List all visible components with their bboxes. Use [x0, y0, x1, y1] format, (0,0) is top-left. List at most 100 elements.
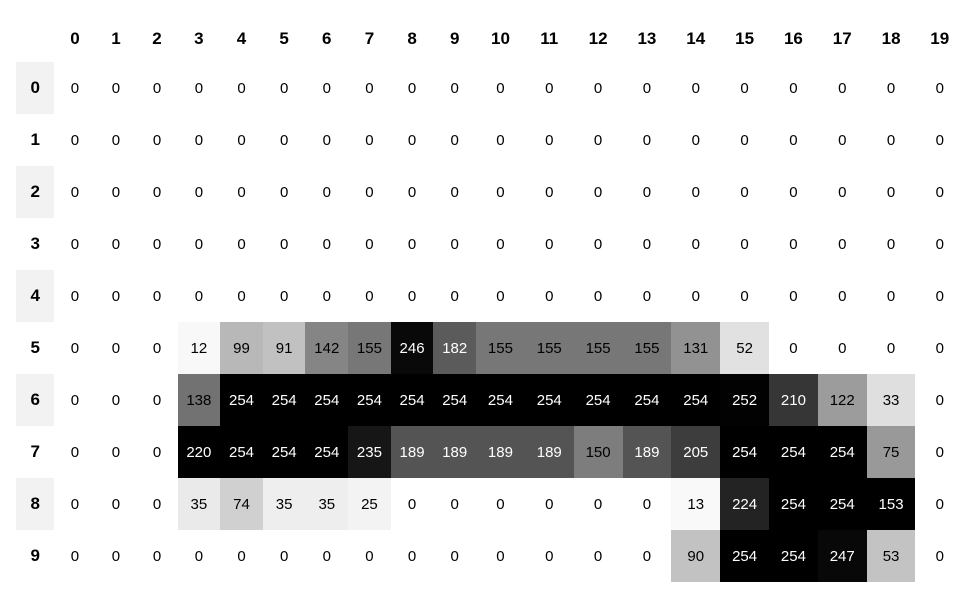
matrix-cell: 0 [95, 166, 137, 218]
matrix-cell: 0 [769, 270, 818, 322]
matrix-cell: 0 [524, 270, 574, 322]
matrix-cell: 254 [817, 426, 867, 478]
matrix-cell: 0 [95, 218, 137, 270]
matrix-cell: 0 [136, 322, 178, 374]
matrix-cell: 254 [720, 426, 769, 478]
matrix-cell: 0 [817, 270, 867, 322]
column-header: 8 [390, 16, 434, 62]
matrix-cell: 0 [671, 166, 721, 218]
matrix-cell: 0 [177, 166, 221, 218]
matrix-cell: 0 [220, 166, 263, 218]
matrix-cell: 0 [136, 270, 178, 322]
matrix-cell: 0 [622, 114, 672, 166]
matrix-cell: 0 [136, 166, 178, 218]
matrix-cell: 0 [95, 322, 137, 374]
matrix-cell: 254 [769, 478, 818, 530]
matrix-cell: 122 [817, 374, 867, 426]
column-header: 18 [866, 16, 916, 62]
row-header: 3 [16, 218, 55, 270]
matrix-cell: 0 [305, 270, 349, 322]
matrix-cell: 0 [390, 530, 434, 582]
column-header: 3 [177, 16, 221, 62]
matrix-cell: 99 [220, 322, 263, 374]
matrix-cell: 0 [262, 270, 306, 322]
matrix-cell: 254 [671, 374, 721, 426]
matrix-cell: 0 [177, 114, 221, 166]
matrix-cell: 0 [433, 114, 477, 166]
matrix-cell: 90 [671, 530, 721, 582]
matrix-cell: 0 [769, 114, 818, 166]
matrix-cell: 0 [720, 166, 769, 218]
matrix-cell: 0 [769, 166, 818, 218]
matrix-cell: 25 [348, 478, 391, 530]
matrix-cell: 0 [915, 530, 964, 582]
matrix-cell: 0 [305, 530, 349, 582]
matrix-cell: 0 [573, 166, 623, 218]
matrix-cell: 155 [622, 322, 672, 374]
row-header: 5 [16, 322, 55, 374]
column-header: 6 [305, 16, 349, 62]
row-header: 4 [16, 270, 55, 322]
matrix-cell: 0 [95, 374, 137, 426]
matrix-cell: 0 [476, 270, 525, 322]
matrix-cell: 0 [866, 322, 916, 374]
matrix-cell: 0 [671, 270, 721, 322]
matrix-cell: 33 [866, 374, 916, 426]
row-header: 0 [16, 62, 55, 114]
matrix-cell: 0 [390, 114, 434, 166]
row-header: 7 [16, 426, 55, 478]
matrix-cell: 0 [136, 426, 178, 478]
row-header: 9 [16, 530, 55, 582]
matrix-cell: 0 [220, 62, 263, 114]
matrix-cell: 150 [573, 426, 623, 478]
column-header: 17 [817, 16, 867, 62]
column-header: 12 [573, 16, 623, 62]
matrix-cell: 0 [915, 426, 964, 478]
matrix-cell: 0 [476, 478, 525, 530]
column-header: 16 [769, 16, 818, 62]
matrix-cell: 254 [220, 426, 263, 478]
matrix-cell: 0 [390, 166, 434, 218]
matrix-cell: 254 [476, 374, 525, 426]
matrix-cell: 254 [573, 374, 623, 426]
matrix-cell: 220 [177, 426, 221, 478]
matrix-cell: 0 [348, 218, 391, 270]
column-header: 13 [622, 16, 672, 62]
matrix-cell: 0 [220, 218, 263, 270]
matrix-cell: 0 [305, 62, 349, 114]
column-header-row: 0 1 2 3 4 5 6 7 8 9 10 11 12 13 14 15 16 17 18 19 [16, 16, 964, 62]
matrix-cell: 0 [817, 114, 867, 166]
matrix-cell: 247 [817, 530, 867, 582]
matrix-cell: 0 [720, 218, 769, 270]
matrix-cell: 0 [622, 218, 672, 270]
matrix-cell: 0 [54, 374, 96, 426]
matrix-cell: 0 [622, 478, 672, 530]
matrix-cell: 155 [348, 322, 391, 374]
matrix-cell: 0 [54, 62, 96, 114]
column-header: 5 [262, 16, 306, 62]
matrix-cell: 0 [817, 218, 867, 270]
matrix-cell: 0 [622, 166, 672, 218]
column-header: 19 [915, 16, 964, 62]
matrix-cell: 0 [390, 218, 434, 270]
corner-cell [16, 16, 55, 62]
matrix-cell: 0 [433, 478, 477, 530]
column-header: 7 [348, 16, 391, 62]
matrix-cell: 0 [915, 478, 964, 530]
matrix-cell: 0 [866, 270, 916, 322]
matrix-cell: 74 [220, 478, 263, 530]
matrix-cell: 0 [573, 218, 623, 270]
matrix-cell: 0 [220, 270, 263, 322]
matrix-cell: 0 [433, 62, 477, 114]
matrix-cell: 35 [262, 478, 306, 530]
matrix-cell: 0 [262, 530, 306, 582]
matrix-cell: 0 [220, 530, 263, 582]
matrix-cell: 254 [262, 374, 306, 426]
matrix-cell: 0 [476, 62, 525, 114]
matrix-cell: 52 [720, 322, 769, 374]
matrix-cell: 254 [769, 530, 818, 582]
